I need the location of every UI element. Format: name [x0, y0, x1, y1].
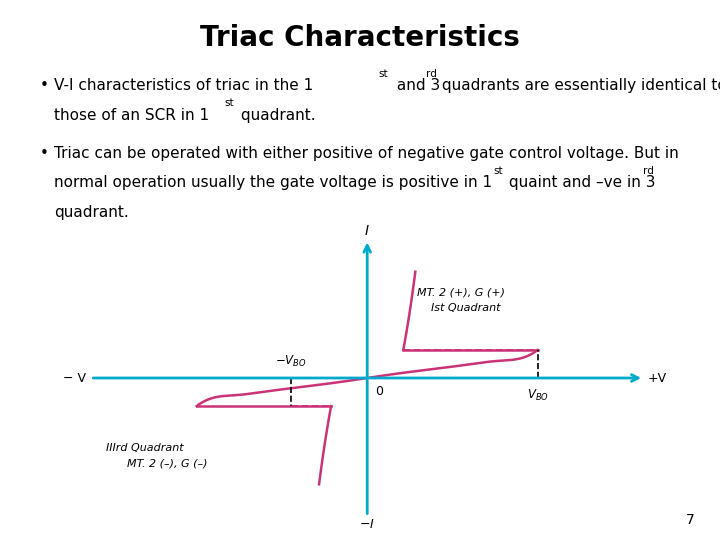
- Text: Ist Quadrant: Ist Quadrant: [431, 303, 501, 313]
- Text: st: st: [378, 69, 387, 79]
- Text: normal operation usually the gate voltage is positive in 1: normal operation usually the gate voltag…: [54, 176, 492, 191]
- Text: $-I$: $-I$: [359, 518, 375, 531]
- Text: those of an SCR in 1: those of an SCR in 1: [54, 108, 209, 123]
- Text: $-V_{BO}$: $-V_{BO}$: [275, 354, 307, 369]
- Text: +V: +V: [648, 372, 667, 384]
- Text: Triac Characteristics: Triac Characteristics: [200, 24, 520, 52]
- Text: $I$: $I$: [364, 224, 370, 238]
- Text: quadrant.: quadrant.: [236, 108, 316, 123]
- Text: MT. 2 (–), G (–): MT. 2 (–), G (–): [127, 458, 207, 468]
- Text: − V: − V: [63, 372, 86, 384]
- Text: and 3: and 3: [392, 78, 441, 93]
- Text: st: st: [225, 98, 234, 109]
- Text: 7: 7: [686, 512, 695, 526]
- Text: V-I characteristics of triac in the 1: V-I characteristics of triac in the 1: [54, 78, 313, 93]
- Text: rd: rd: [643, 166, 654, 176]
- Text: •: •: [40, 78, 48, 93]
- Text: rd: rd: [426, 69, 437, 79]
- Text: quadrants are essentially identical to: quadrants are essentially identical to: [437, 78, 720, 93]
- Text: •: •: [40, 146, 48, 161]
- Text: quaint and –ve in 3: quaint and –ve in 3: [504, 176, 655, 191]
- Text: 0: 0: [375, 385, 383, 398]
- Text: Triac can be operated with either positive of negative gate control voltage. But: Triac can be operated with either positi…: [54, 146, 679, 161]
- Text: st: st: [493, 166, 503, 176]
- Text: MT. 2 (+), G (+): MT. 2 (+), G (+): [418, 288, 505, 298]
- Text: $V_{BO}$: $V_{BO}$: [527, 388, 549, 403]
- Text: IIIrd Quadrant: IIIrd Quadrant: [107, 443, 184, 453]
- Text: quadrant.: quadrant.: [54, 205, 129, 220]
